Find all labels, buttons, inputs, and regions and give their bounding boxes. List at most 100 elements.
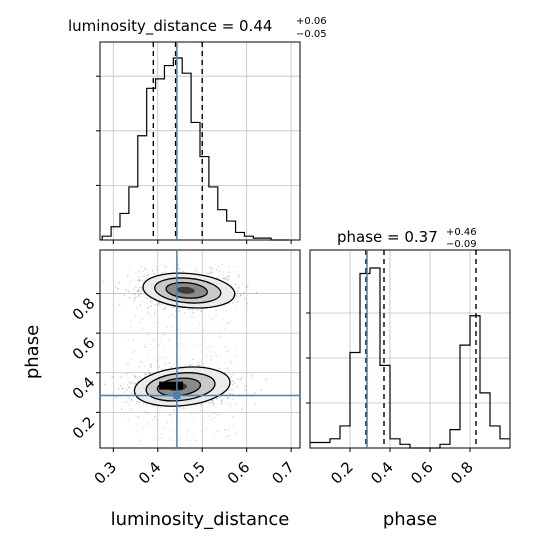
scatter-point bbox=[135, 402, 138, 405]
scatter-point bbox=[150, 363, 152, 365]
scatter-point bbox=[189, 440, 192, 442]
scatter-point bbox=[126, 383, 129, 386]
scatter-point bbox=[214, 351, 216, 353]
scatter-point bbox=[208, 415, 211, 418]
scatter-point bbox=[245, 384, 247, 387]
scatter-point bbox=[139, 361, 142, 363]
scatter-point bbox=[138, 286, 141, 289]
scatter-point bbox=[139, 304, 142, 307]
scatter-point bbox=[230, 375, 233, 378]
scatter-point bbox=[225, 436, 227, 439]
scatter-point bbox=[246, 284, 249, 287]
scatter-point bbox=[119, 384, 122, 387]
scatter-point bbox=[138, 276, 140, 279]
scatter-point bbox=[137, 279, 140, 282]
scatter-point bbox=[137, 416, 139, 419]
scatter-point bbox=[229, 392, 231, 395]
scatter-point bbox=[208, 272, 211, 275]
scatter-point bbox=[144, 268, 146, 271]
scatter-point bbox=[139, 376, 142, 378]
scatter-point bbox=[227, 350, 229, 353]
scatter-point bbox=[197, 271, 200, 274]
scatter-point bbox=[224, 428, 226, 431]
scatter-point bbox=[127, 365, 129, 367]
scatter-point bbox=[141, 361, 143, 364]
scatter-point bbox=[215, 355, 218, 358]
scatter-point bbox=[166, 421, 168, 424]
scatter-point bbox=[133, 350, 135, 353]
density-contour-1-0 bbox=[142, 272, 236, 309]
scatter-point bbox=[198, 364, 201, 367]
scatter-point bbox=[179, 328, 182, 330]
scatter-point bbox=[229, 393, 232, 395]
scatter-point bbox=[183, 345, 185, 347]
scatter-point bbox=[210, 355, 213, 358]
scatter-point bbox=[159, 411, 161, 413]
scatter-point bbox=[121, 387, 124, 390]
scatter-point bbox=[141, 280, 144, 282]
scatter-point bbox=[171, 420, 173, 422]
scatter-point bbox=[145, 346, 148, 348]
scatter-point bbox=[228, 322, 230, 324]
scatter-point bbox=[134, 292, 137, 295]
scatter-point bbox=[209, 317, 212, 320]
scatter-point bbox=[231, 398, 234, 401]
scatter-point bbox=[234, 265, 236, 268]
scatter-point bbox=[226, 323, 228, 325]
scatter-point bbox=[124, 401, 126, 403]
scatter-point bbox=[179, 365, 182, 368]
scatter-point bbox=[232, 389, 235, 392]
scatter-point bbox=[217, 361, 220, 363]
scatter-point bbox=[232, 416, 235, 418]
scatter-point bbox=[178, 406, 181, 409]
scatter-point bbox=[153, 438, 155, 441]
scatter-point bbox=[137, 416, 139, 418]
scatter-point bbox=[137, 289, 139, 292]
scatter-point bbox=[236, 300, 239, 303]
scatter-point bbox=[233, 332, 235, 335]
scatter-point bbox=[199, 409, 202, 412]
scatter-point bbox=[137, 440, 140, 443]
scatter-point bbox=[129, 408, 131, 411]
scatter-point bbox=[138, 278, 141, 281]
scatter-point bbox=[148, 372, 150, 374]
scatter-point bbox=[111, 376, 114, 378]
scatter-point bbox=[158, 357, 161, 359]
scatter-point bbox=[133, 299, 136, 302]
scatter-point bbox=[227, 397, 230, 399]
scatter-point bbox=[125, 289, 127, 292]
scatter-point bbox=[241, 283, 244, 285]
scatter-point bbox=[234, 382, 237, 385]
scatter-point bbox=[210, 418, 212, 421]
scatter-point bbox=[125, 388, 128, 391]
scatter-point bbox=[164, 306, 167, 309]
scatter-point bbox=[196, 327, 199, 330]
scatter-point bbox=[141, 275, 144, 278]
scatter-point bbox=[230, 388, 233, 391]
scatter-point bbox=[191, 433, 193, 436]
scatter-point bbox=[221, 274, 224, 276]
scatter-point bbox=[225, 310, 227, 312]
scatter-point bbox=[147, 307, 149, 310]
scatter-point bbox=[227, 275, 229, 278]
density-contour-1-1 bbox=[154, 277, 222, 304]
scatter-point bbox=[226, 279, 229, 281]
scatter-point bbox=[143, 296, 145, 299]
scatter-point bbox=[123, 294, 126, 297]
scatter-point bbox=[237, 275, 240, 278]
scatter-point bbox=[155, 265, 158, 267]
scatter-point bbox=[138, 290, 140, 292]
ld-histogram-steps bbox=[101, 57, 289, 241]
ld-x-tick-label-3: 0.6 bbox=[224, 458, 254, 488]
scatter-point bbox=[171, 306, 174, 309]
scatter-point bbox=[188, 264, 191, 266]
y-axis-label-phase: phase bbox=[22, 325, 43, 379]
scatter-point bbox=[187, 431, 189, 433]
scatter-point bbox=[211, 272, 214, 275]
scatter-point bbox=[211, 412, 214, 415]
scatter-point bbox=[190, 316, 192, 318]
scatter-point bbox=[178, 309, 181, 311]
scatter-point bbox=[134, 286, 137, 289]
scatter-point bbox=[240, 294, 242, 297]
scatter-point bbox=[186, 347, 188, 350]
